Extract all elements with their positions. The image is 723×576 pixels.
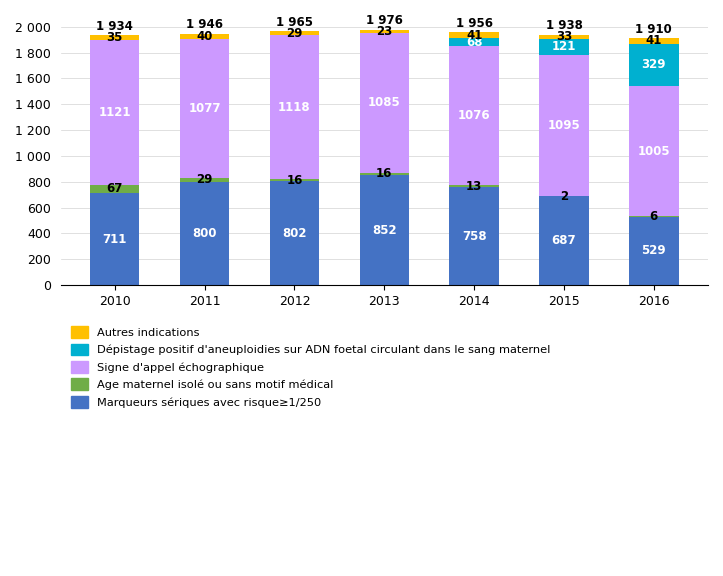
Text: 67: 67 — [106, 183, 123, 195]
Bar — [539, 55, 589, 196]
Text: 1118: 1118 — [278, 101, 311, 113]
Text: 1 934: 1 934 — [96, 20, 133, 33]
Text: 23: 23 — [376, 25, 393, 38]
Text: 711: 711 — [103, 233, 127, 245]
Text: 33: 33 — [556, 31, 572, 43]
Text: 1095: 1095 — [547, 119, 581, 132]
Text: 2: 2 — [560, 190, 568, 203]
Text: 41: 41 — [646, 35, 662, 47]
Bar — [629, 38, 679, 44]
Text: 16: 16 — [286, 174, 303, 187]
Text: 1005: 1005 — [638, 145, 670, 157]
Bar — [539, 196, 589, 285]
Bar — [450, 187, 499, 285]
Text: 852: 852 — [372, 223, 397, 237]
Text: 1 938: 1 938 — [546, 20, 583, 32]
Text: 121: 121 — [552, 40, 576, 53]
Text: 1 976: 1 976 — [366, 14, 403, 28]
Text: 1077: 1077 — [188, 102, 221, 115]
Bar — [359, 173, 409, 175]
Bar — [180, 33, 229, 39]
Text: 1085: 1085 — [368, 96, 401, 109]
Bar — [359, 30, 409, 33]
Text: 529: 529 — [641, 244, 666, 257]
Text: 1 910: 1 910 — [636, 23, 672, 36]
Text: 13: 13 — [466, 180, 482, 193]
Text: 687: 687 — [552, 234, 576, 247]
Bar — [450, 47, 499, 185]
Text: 41: 41 — [466, 28, 482, 41]
Bar — [270, 35, 319, 179]
Text: 16: 16 — [376, 168, 393, 180]
Text: 1 946: 1 946 — [186, 18, 223, 31]
Text: 329: 329 — [641, 58, 666, 71]
Text: 1121: 1121 — [98, 105, 131, 119]
Bar — [270, 31, 319, 35]
Bar — [539, 35, 589, 39]
Legend: Autres indications, Dépistage positif d'aneuploidies sur ADN foetal circulant da: Autres indications, Dépistage positif d'… — [67, 322, 555, 412]
Text: 800: 800 — [192, 227, 217, 240]
Text: 29: 29 — [286, 26, 303, 40]
Bar — [629, 44, 679, 86]
Text: 35: 35 — [106, 31, 123, 44]
Bar — [180, 39, 229, 178]
Text: 802: 802 — [282, 227, 307, 240]
Text: 758: 758 — [462, 230, 487, 242]
Bar — [359, 33, 409, 173]
Bar — [539, 39, 589, 55]
Bar — [180, 178, 229, 181]
Bar — [450, 185, 499, 187]
Bar — [359, 175, 409, 285]
Bar — [450, 37, 499, 47]
Bar — [629, 217, 679, 285]
Text: 6: 6 — [650, 210, 658, 223]
Text: 68: 68 — [466, 36, 482, 48]
Bar — [90, 184, 140, 193]
Text: 40: 40 — [197, 30, 213, 43]
Text: 1076: 1076 — [458, 109, 490, 123]
Bar — [629, 86, 679, 216]
Text: 29: 29 — [197, 173, 213, 187]
Bar — [180, 181, 229, 285]
Bar — [629, 216, 679, 217]
Text: 1 965: 1 965 — [276, 16, 313, 29]
Bar — [270, 181, 319, 285]
Bar — [270, 179, 319, 181]
Text: 1 956: 1 956 — [455, 17, 492, 30]
Bar — [450, 32, 499, 37]
Bar — [90, 193, 140, 285]
Bar — [90, 35, 140, 40]
Bar — [90, 40, 140, 184]
